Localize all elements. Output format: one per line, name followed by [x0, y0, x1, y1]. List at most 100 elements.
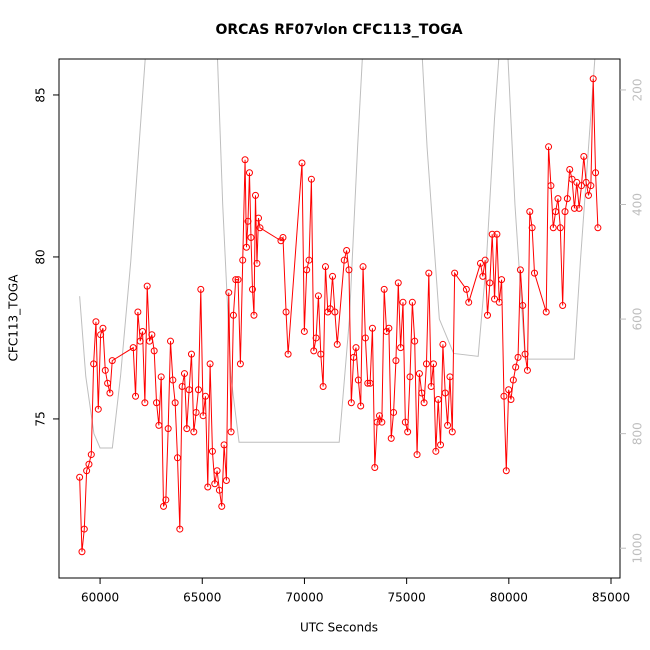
data-point: [434, 395, 442, 403]
data-point: [509, 376, 517, 384]
data-point: [385, 324, 393, 332]
data-point: [282, 308, 290, 316]
data-point: [502, 467, 510, 475]
data-point: [192, 408, 200, 416]
data-point: [437, 441, 445, 449]
data-point: [87, 451, 95, 459]
data-point: [134, 308, 142, 316]
data-point: [244, 217, 252, 225]
x-axis-label: UTC Seconds: [300, 621, 378, 635]
data-point: [136, 337, 144, 345]
data-point: [359, 263, 367, 271]
data-point: [350, 353, 358, 361]
data-point: [242, 243, 250, 251]
data-point: [495, 298, 503, 306]
data-point: [83, 467, 91, 475]
data-point: [516, 266, 524, 274]
data-point: [375, 412, 383, 420]
data-point: [153, 399, 161, 407]
data-point: [314, 292, 322, 300]
data-point: [321, 263, 329, 271]
data-point: [556, 224, 564, 232]
data-point: [594, 224, 602, 232]
data-point: [139, 327, 147, 335]
data-point: [300, 327, 308, 335]
data-point: [566, 165, 574, 173]
data-point: [251, 191, 259, 199]
data-point: [505, 386, 513, 394]
data-point: [357, 402, 365, 410]
data-point: [589, 75, 597, 83]
y-tick-label: 85: [34, 87, 48, 102]
data-point: [310, 347, 318, 355]
x-tick-label: 75000: [388, 591, 426, 605]
data-point: [491, 295, 499, 303]
data-point: [108, 357, 116, 365]
data-point: [319, 383, 327, 391]
data-point: [441, 389, 449, 397]
data-point: [169, 376, 177, 384]
data-point: [92, 318, 100, 326]
data-point: [582, 178, 590, 186]
data-point: [199, 412, 207, 420]
data-point: [352, 344, 360, 352]
data-point: [141, 399, 149, 407]
data-point: [422, 360, 430, 368]
data-point: [390, 408, 398, 416]
data-point: [425, 269, 433, 277]
data-point: [592, 169, 600, 177]
data-point: [148, 331, 156, 339]
data-point: [234, 276, 242, 284]
data-point: [343, 246, 351, 254]
data-point: [157, 373, 165, 381]
data-point: [394, 279, 402, 287]
data-point: [178, 383, 186, 391]
data-point: [361, 334, 369, 342]
data-point: [378, 418, 386, 426]
data-point: [373, 418, 381, 426]
data-point: [530, 269, 538, 277]
data-point: [150, 347, 158, 355]
data-point: [229, 311, 237, 319]
data-point: [411, 337, 419, 345]
data-point: [254, 214, 262, 222]
data-point: [162, 496, 170, 504]
data-point: [368, 324, 376, 332]
data-point: [201, 392, 209, 400]
y-axis-label: CFC113_TOGA: [7, 274, 21, 362]
data-point: [476, 259, 484, 267]
data-point: [94, 405, 102, 413]
y-tick-label: 75: [34, 411, 48, 426]
data-point: [104, 379, 112, 387]
data-point: [129, 344, 137, 352]
data-point: [317, 350, 325, 358]
data-point: [451, 269, 459, 277]
data-point: [563, 195, 571, 203]
data-point: [206, 360, 214, 368]
data-point: [462, 285, 470, 293]
data-point: [366, 379, 374, 387]
data-point: [554, 195, 562, 203]
chart-title: ORCAS RF07vlon CFC113_TOGA: [215, 22, 462, 38]
data-point: [167, 337, 175, 345]
data-point: [507, 395, 515, 403]
data-point: [239, 256, 247, 264]
data-point: [347, 399, 355, 407]
data-point: [493, 230, 501, 238]
data-point: [444, 421, 452, 429]
series-line: [79, 78, 599, 552]
x-tick-label: 60000: [81, 591, 119, 605]
data-point: [486, 279, 494, 287]
plot-frame: [58, 58, 621, 579]
data-point: [380, 285, 388, 293]
data-point: [279, 234, 287, 242]
data-point: [312, 334, 320, 342]
data-point: [542, 308, 550, 316]
y2-tick-label: 1000: [631, 533, 645, 564]
data-point: [248, 285, 256, 293]
data-point: [481, 256, 489, 264]
data-point: [222, 476, 230, 484]
data-point: [479, 272, 487, 280]
data-point: [552, 208, 560, 216]
